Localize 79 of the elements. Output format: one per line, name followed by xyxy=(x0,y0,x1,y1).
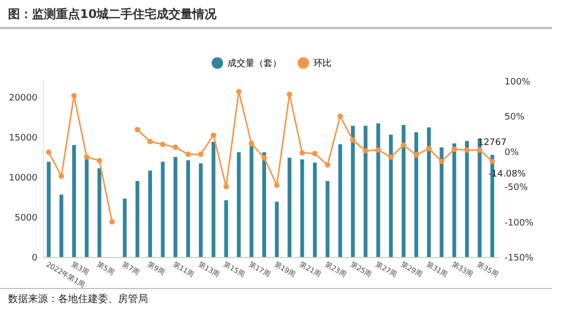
bar xyxy=(84,157,89,257)
y2-tick-label: 50% xyxy=(504,112,525,123)
point xyxy=(172,144,178,150)
bar xyxy=(465,141,469,257)
point xyxy=(134,126,140,132)
point xyxy=(71,93,77,99)
point xyxy=(84,154,90,160)
bar xyxy=(59,194,64,257)
bar xyxy=(212,142,216,257)
point xyxy=(160,142,166,148)
bar xyxy=(224,200,228,257)
bar xyxy=(72,145,76,257)
point xyxy=(147,138,153,144)
y-tick-label: 15000 xyxy=(8,134,38,144)
bar xyxy=(160,162,165,257)
bar xyxy=(136,181,140,257)
bar xyxy=(440,147,444,257)
legend-label: 环比 xyxy=(313,58,332,69)
bar xyxy=(300,159,304,257)
point xyxy=(274,182,280,188)
point xyxy=(210,132,216,138)
point xyxy=(46,149,52,155)
bar xyxy=(148,170,152,257)
y-tick-label: 5000 xyxy=(14,214,38,224)
point xyxy=(299,150,305,156)
point xyxy=(324,162,330,168)
point xyxy=(362,148,368,154)
point xyxy=(476,147,482,153)
y2-tick-label: -100% xyxy=(504,218,534,228)
point xyxy=(400,142,406,148)
bar xyxy=(236,152,241,257)
bar xyxy=(198,163,203,257)
point xyxy=(185,151,191,157)
y2-tick-label: -150% xyxy=(504,254,534,264)
bar xyxy=(288,158,292,257)
bar xyxy=(338,144,342,257)
y2-tick-label: -50% xyxy=(504,183,528,194)
bar xyxy=(350,126,355,257)
y-tick-label: 20000 xyxy=(8,94,38,104)
point xyxy=(236,88,242,94)
point xyxy=(490,158,496,164)
bar xyxy=(402,125,406,257)
y2-tick-label: 0% xyxy=(504,148,520,158)
point xyxy=(109,219,115,225)
bar xyxy=(326,181,330,257)
point xyxy=(223,184,229,190)
bar xyxy=(98,168,102,257)
point xyxy=(58,173,64,179)
point xyxy=(452,146,458,152)
point xyxy=(96,158,102,164)
point xyxy=(286,92,292,98)
source-note: 数据来源：各地住建委、房管局 xyxy=(0,288,552,309)
point xyxy=(414,152,419,158)
point xyxy=(350,137,356,143)
bar xyxy=(46,162,51,257)
bar xyxy=(427,127,431,257)
point xyxy=(312,150,318,156)
bar xyxy=(389,134,393,257)
legend-label: 成交量（套） xyxy=(227,58,282,69)
point xyxy=(337,113,343,119)
point xyxy=(248,140,254,146)
bar xyxy=(274,202,279,257)
bar xyxy=(250,141,254,257)
bar xyxy=(364,126,368,257)
bar xyxy=(312,162,317,257)
point xyxy=(388,154,394,160)
point xyxy=(261,155,267,160)
chart-title: 图：监测重点10城二手住宅成交量情况 xyxy=(0,0,552,29)
point xyxy=(464,147,470,153)
point xyxy=(438,158,444,164)
point xyxy=(426,146,432,152)
bar xyxy=(186,160,190,257)
y2-tick-label: 100% xyxy=(504,78,531,88)
y-tick-label: 0 xyxy=(32,254,38,264)
bar xyxy=(122,198,127,257)
point xyxy=(375,147,381,153)
bar xyxy=(174,157,178,257)
y-tick-label: 10000 xyxy=(8,174,38,184)
point xyxy=(198,151,204,157)
